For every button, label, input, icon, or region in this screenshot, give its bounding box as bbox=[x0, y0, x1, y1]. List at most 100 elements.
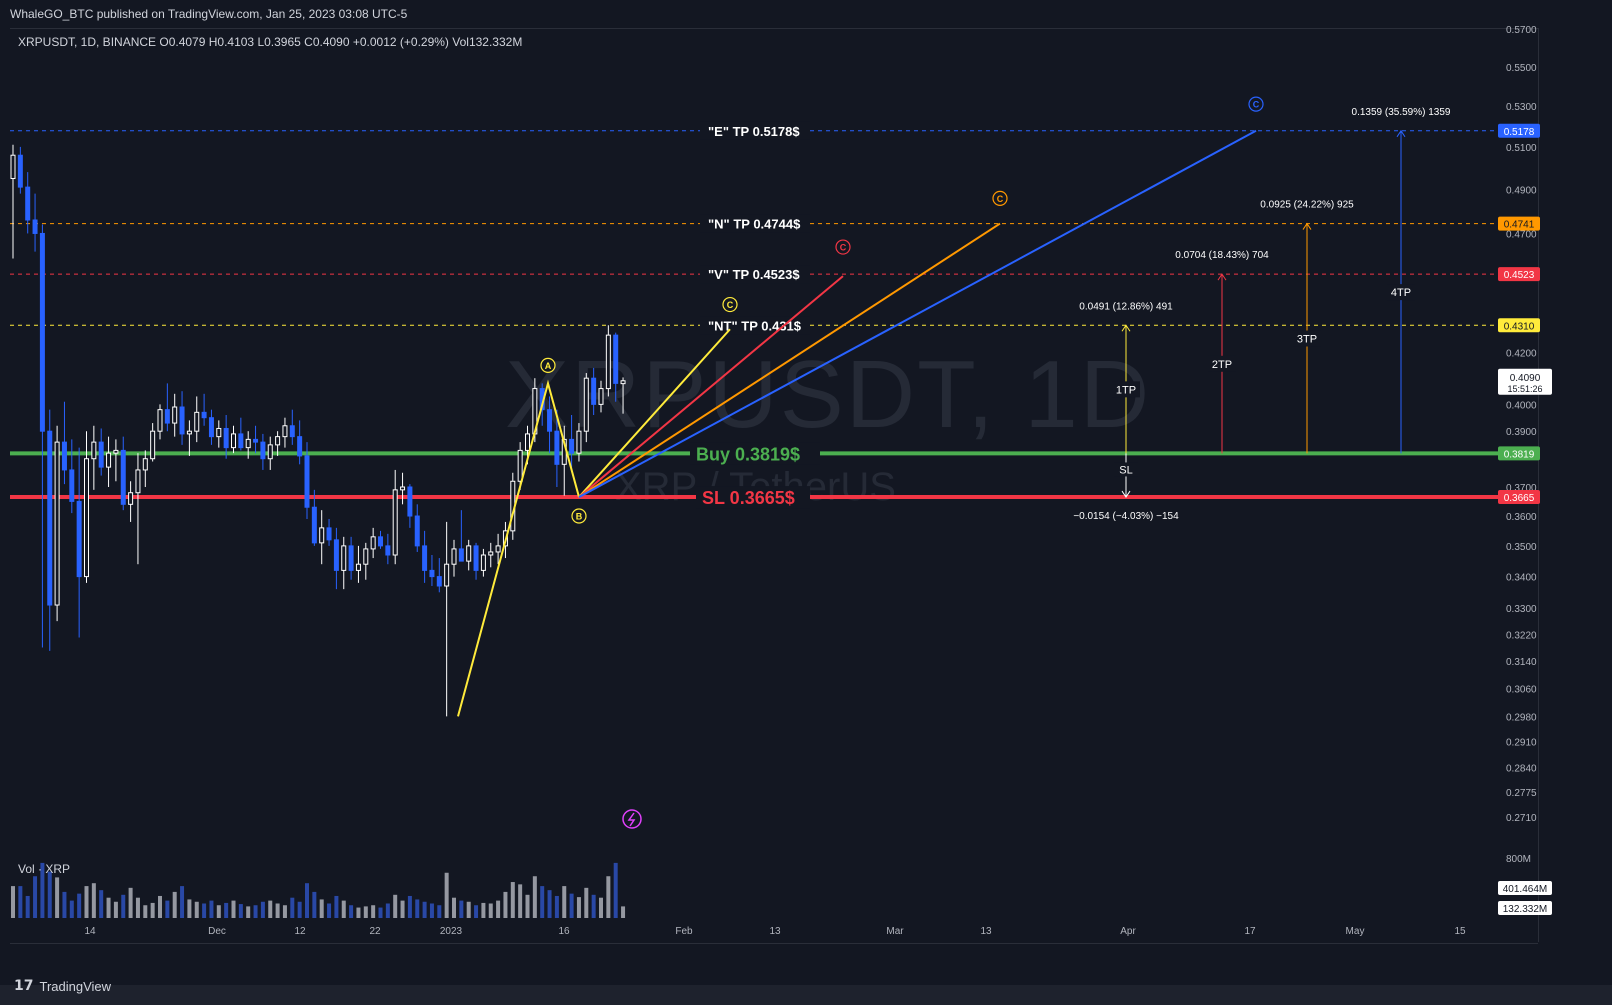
x-tick-label: 16 bbox=[558, 926, 570, 937]
y-tick-label: 0.5100 bbox=[1506, 143, 1537, 154]
candle-body bbox=[98, 441, 104, 468]
volume-bar bbox=[11, 886, 15, 918]
y-tick-label: 0.2710 bbox=[1506, 813, 1537, 824]
volume-bar bbox=[393, 894, 398, 918]
target-level-label: "NT" TP 0.431$ bbox=[708, 318, 802, 333]
candle-body bbox=[25, 186, 31, 221]
target-measure-value: 0.0925 (24.22%) 925 bbox=[1260, 200, 1354, 211]
abc-pattern-leg bbox=[457, 379, 580, 717]
volume-bar bbox=[113, 901, 118, 918]
volume-bar bbox=[25, 895, 30, 918]
candle-body bbox=[238, 433, 244, 449]
y-tick-label: 0.5700 bbox=[1506, 25, 1537, 36]
candle-body bbox=[591, 377, 597, 405]
volume-bar bbox=[231, 900, 236, 918]
volume-bar bbox=[621, 906, 626, 918]
y-tick-label: 0.5300 bbox=[1506, 102, 1537, 113]
candle-body bbox=[363, 548, 369, 565]
candle-body bbox=[385, 545, 391, 556]
price-badge-label: 0.4310 bbox=[1504, 321, 1535, 332]
target-measure-label-bg bbox=[1387, 284, 1415, 301]
volume-bar bbox=[99, 890, 104, 918]
volume-bar bbox=[33, 876, 38, 918]
price-badge-label: 0.4741 bbox=[1504, 220, 1535, 231]
volume-bar bbox=[349, 905, 354, 918]
candle-body bbox=[113, 449, 119, 454]
candle-body bbox=[208, 417, 214, 438]
volume-bar bbox=[135, 897, 140, 918]
candle-body bbox=[275, 436, 281, 446]
projection-leg bbox=[578, 129, 1257, 498]
pattern-point-c-circle bbox=[992, 190, 1008, 207]
volume-bar bbox=[606, 876, 611, 918]
candle-body bbox=[223, 427, 229, 449]
target-measure-value: 0.1359 (35.59%) 1359 bbox=[1352, 107, 1451, 118]
price-badge bbox=[1498, 318, 1540, 333]
volume-bar bbox=[407, 895, 412, 918]
volume-axis-label: 800M bbox=[1506, 854, 1531, 865]
volume-bar bbox=[69, 900, 74, 918]
candle-body bbox=[142, 458, 148, 471]
sl-measure-label: SL bbox=[1119, 464, 1132, 476]
candle-body bbox=[157, 409, 163, 432]
price-axis[interactable] bbox=[1538, 28, 1612, 942]
y-tick-label: 0.2910 bbox=[1506, 738, 1537, 749]
buy-price-badge-label: 0.3819 bbox=[1504, 449, 1535, 460]
candle-body bbox=[613, 334, 619, 384]
volume-label[interactable]: Vol · XRP bbox=[18, 862, 71, 876]
candle-body bbox=[414, 515, 420, 547]
candle-body bbox=[480, 554, 486, 571]
candle-body bbox=[135, 469, 141, 494]
tradingview-logo[interactable]: 17 TradingView bbox=[14, 978, 111, 994]
y-tick-label: 0.2980 bbox=[1506, 712, 1537, 723]
volume-bar bbox=[282, 905, 287, 918]
stop-loss-label: SL 0.3665$ bbox=[702, 488, 795, 508]
stop-loss-price-badge-label: 0.3665 bbox=[1504, 493, 1535, 504]
pattern-point-a-circle bbox=[540, 357, 556, 373]
pattern-point-c-label: C bbox=[840, 243, 847, 253]
y-tick-label: 0.2775 bbox=[1506, 788, 1537, 799]
tradingview-mark-icon: 17 bbox=[14, 978, 34, 994]
pattern-point-c-label: C bbox=[727, 300, 734, 310]
candle-body bbox=[495, 545, 501, 553]
tradingview-brand: TradingView bbox=[39, 978, 112, 994]
candle-body bbox=[429, 569, 435, 578]
x-tick-label: May bbox=[1346, 926, 1365, 937]
publisher-header: WhaleGO_BTC published on TradingView.com… bbox=[0, 0, 1612, 28]
volume-bar bbox=[488, 903, 493, 918]
candle-body bbox=[10, 154, 16, 180]
volume-bar bbox=[532, 876, 537, 918]
candle-body bbox=[355, 563, 361, 571]
candle-body bbox=[326, 527, 332, 541]
volume-bar bbox=[496, 900, 501, 918]
buy-label-bg bbox=[690, 442, 820, 465]
projection-leg bbox=[578, 275, 844, 498]
candle-body bbox=[444, 563, 450, 587]
volume-bar bbox=[540, 886, 545, 918]
target-measure-label: 1TP bbox=[1116, 384, 1136, 396]
candle-body bbox=[598, 388, 604, 405]
volume-bar bbox=[47, 871, 52, 918]
target-level-label: "N" TP 0.4744$ bbox=[708, 217, 801, 232]
stop-loss-price-badge bbox=[1498, 490, 1540, 505]
volume-bar bbox=[554, 895, 559, 918]
volume-bar bbox=[62, 891, 67, 918]
volume-bar bbox=[599, 897, 603, 918]
target-measure-label: 2TP bbox=[1212, 359, 1232, 371]
chart-pane[interactable] bbox=[10, 28, 1538, 944]
volume-bar bbox=[180, 886, 185, 918]
x-tick-label: 22 bbox=[369, 926, 381, 937]
volume-badge bbox=[1498, 901, 1552, 915]
target-measure-arrowhead bbox=[1302, 222, 1312, 230]
candle-body bbox=[473, 545, 479, 571]
ohlc-legend[interactable]: XRPUSDT, 1D, BINANCE O0.4079 H0.4103 L0.… bbox=[18, 35, 523, 49]
volume-bar bbox=[268, 900, 273, 918]
candle-body bbox=[348, 545, 354, 571]
y-tick-label: 0.3500 bbox=[1506, 542, 1537, 553]
pattern-point-c-label: C bbox=[1253, 100, 1260, 110]
current-price-value: 0.4090 bbox=[1510, 373, 1541, 384]
x-tick-label: 2023 bbox=[440, 926, 463, 937]
candle-body bbox=[378, 536, 383, 547]
candle-body bbox=[17, 154, 23, 188]
volume-bar bbox=[591, 894, 596, 918]
